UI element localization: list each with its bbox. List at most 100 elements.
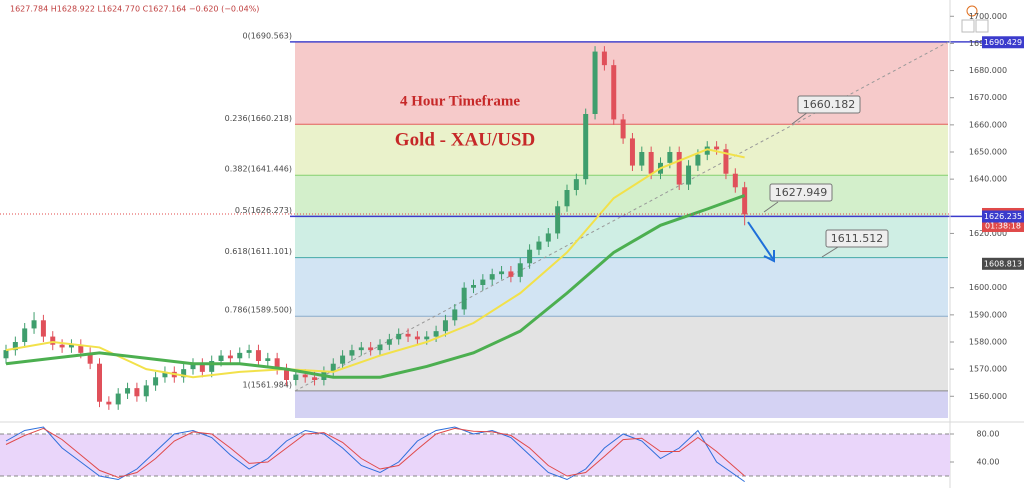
candle-body <box>190 363 196 370</box>
overlay <box>0 148 950 379</box>
candle-body <box>396 333 402 340</box>
candle-body <box>648 152 654 174</box>
callout: 1611.512 <box>831 232 884 245</box>
candle-body <box>723 149 729 174</box>
ohlc-header: 1627.784 H1628.922 L1624.770 C1627.164 −… <box>10 5 259 14</box>
candle-body <box>162 371 168 378</box>
candle-body <box>22 328 28 342</box>
candle-body <box>125 388 131 394</box>
fib-band <box>295 316 948 391</box>
fib-band <box>295 175 948 217</box>
refresh-button[interactable] <box>975 19 989 33</box>
candle-body <box>134 388 140 397</box>
candle-body <box>12 342 18 351</box>
candle-body <box>218 355 224 361</box>
moving-average <box>5 148 745 379</box>
arrow-head <box>763 250 775 263</box>
candle-body <box>433 331 439 337</box>
candle-body <box>377 344 383 351</box>
candle-body <box>611 65 617 120</box>
candle-body <box>480 279 486 285</box>
fib-bands: 0(1690.563) 0.236(1660.218) 0.382(1641.446… <box>225 31 1024 418</box>
candle-body <box>452 309 458 321</box>
candle-body <box>40 320 46 337</box>
candle-body <box>527 249 533 264</box>
candle-body <box>97 363 102 402</box>
candle-body <box>639 152 645 166</box>
y-tick-label: 1590.000 <box>969 310 1007 319</box>
scroll-button[interactable] <box>961 19 975 33</box>
candle-body <box>3 350 9 359</box>
stoch-line <box>5 426 745 483</box>
fib-label: 0.236(1660.218) <box>225 114 292 123</box>
price-label: 1608.813 <box>984 259 1022 268</box>
symbol-label: Gold - XAU/USD <box>395 129 535 150</box>
candle-body <box>274 358 280 370</box>
stochastic: 80.00 40.00 <box>0 426 1000 483</box>
candle-body <box>181 369 187 378</box>
y-tick-label: 1670.000 <box>969 93 1007 102</box>
candle-body <box>237 352 243 359</box>
candle-body <box>312 377 318 380</box>
callout-box <box>769 183 833 202</box>
fib-label: 1(1561.984) <box>242 380 292 389</box>
callout-leader <box>821 246 839 258</box>
y-tick-label: 1620.000 <box>969 229 1007 238</box>
arrow-shaft <box>747 221 774 260</box>
callout-leader <box>763 201 779 213</box>
callout-box <box>797 95 861 114</box>
candle-body <box>209 361 215 372</box>
callout-leader <box>791 111 809 125</box>
alert-icon[interactable] <box>966 5 978 17</box>
candle-body <box>564 190 570 207</box>
y-tick-label: 1580.000 <box>969 338 1007 347</box>
candle-body <box>340 355 346 364</box>
candle-body <box>106 401 112 405</box>
candle-body <box>517 263 523 277</box>
countdown-box <box>982 219 1024 232</box>
candle-body <box>284 369 289 380</box>
candle-body <box>330 363 336 372</box>
fib-label: 0.5(1626.273) <box>235 206 292 215</box>
candle-body <box>742 187 748 215</box>
candle-body <box>714 146 720 150</box>
fib-label: 0.786(1589.500) <box>225 306 292 315</box>
candle-body <box>78 344 84 353</box>
candle-body <box>461 287 467 310</box>
candle-body <box>87 352 93 364</box>
y-tick-label: 1700.000 <box>969 12 1007 21</box>
y-tick-label: 1600.000 <box>969 283 1007 292</box>
y-tick-label: 1570.000 <box>969 365 1007 374</box>
callout: 1627.949 <box>775 186 828 199</box>
candle-body <box>424 336 430 340</box>
candle-body <box>115 393 121 405</box>
candle-body <box>50 336 56 345</box>
candle-body <box>349 350 355 356</box>
candle-body <box>489 274 495 280</box>
price-label-box <box>982 36 1024 49</box>
candle-body <box>499 271 505 275</box>
y-tick-label: 40.00 <box>977 458 1000 467</box>
y-tick-label: 1650.000 <box>969 148 1007 157</box>
candle-body <box>667 152 673 163</box>
candle-body <box>302 374 308 378</box>
candle-body <box>358 347 364 351</box>
candle-body <box>265 358 271 361</box>
candle-body <box>199 363 205 372</box>
callout: 1660.182 <box>803 98 856 111</box>
price-label-box <box>982 257 1024 270</box>
y-tick-label: 1680.000 <box>969 66 1007 75</box>
candle-body <box>536 241 542 250</box>
candle-body <box>414 336 420 340</box>
candle-body <box>704 146 710 155</box>
candle-body <box>246 350 252 353</box>
candle-body <box>686 165 692 185</box>
candle-body <box>676 152 682 185</box>
candle-body <box>442 320 448 332</box>
fib-label: 0.618(1611.101) <box>225 247 292 256</box>
candle-body <box>695 154 701 166</box>
candle-body <box>620 119 626 139</box>
candle-body <box>732 173 738 188</box>
